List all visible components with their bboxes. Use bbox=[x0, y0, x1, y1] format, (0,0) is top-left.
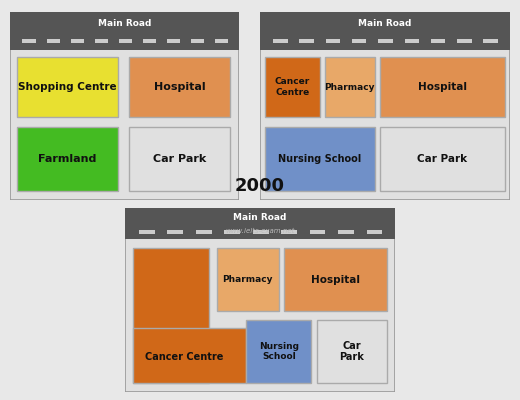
Text: Hospital: Hospital bbox=[154, 82, 205, 92]
Bar bbox=[133, 248, 209, 383]
Text: www.ielts-exam.net: www.ielts-exam.net bbox=[225, 228, 295, 234]
Bar bbox=[431, 39, 445, 43]
Text: Pharmacy: Pharmacy bbox=[324, 83, 375, 92]
Bar bbox=[310, 230, 326, 234]
Text: Nursing
School: Nursing School bbox=[259, 342, 299, 361]
Bar bbox=[225, 230, 240, 234]
Bar bbox=[133, 328, 246, 383]
Bar bbox=[367, 230, 382, 234]
Bar bbox=[326, 39, 340, 43]
Text: Farmland: Farmland bbox=[38, 154, 97, 164]
Bar bbox=[215, 39, 228, 43]
Bar bbox=[339, 230, 354, 234]
Bar bbox=[217, 248, 279, 311]
Bar bbox=[253, 230, 268, 234]
Text: 2000: 2000 bbox=[235, 177, 285, 195]
Text: Car Park: Car Park bbox=[153, 154, 206, 164]
Text: Nursing School: Nursing School bbox=[278, 154, 361, 164]
Bar bbox=[265, 127, 375, 190]
Bar bbox=[196, 230, 212, 234]
Bar bbox=[139, 230, 154, 234]
Bar bbox=[143, 39, 156, 43]
Bar bbox=[405, 39, 419, 43]
Text: Car
Park: Car Park bbox=[340, 341, 365, 362]
Text: Pharmacy: Pharmacy bbox=[223, 275, 273, 284]
Bar bbox=[284, 248, 387, 311]
Text: Car Park: Car Park bbox=[417, 154, 467, 164]
Bar bbox=[191, 39, 204, 43]
Bar bbox=[246, 320, 311, 383]
Text: Cancer Centre: Cancer Centre bbox=[145, 352, 224, 362]
Bar bbox=[95, 39, 108, 43]
Text: Shopping Centre: Shopping Centre bbox=[18, 82, 117, 92]
Text: Cancer
Centre: Cancer Centre bbox=[275, 78, 310, 97]
Bar bbox=[317, 320, 387, 383]
Bar bbox=[46, 39, 60, 43]
Bar bbox=[380, 57, 504, 117]
Bar bbox=[71, 39, 84, 43]
Bar bbox=[300, 39, 314, 43]
Bar bbox=[378, 39, 393, 43]
Bar bbox=[22, 39, 36, 43]
Bar bbox=[167, 230, 183, 234]
Bar bbox=[119, 39, 132, 43]
Text: Main Road: Main Road bbox=[233, 213, 287, 222]
Bar bbox=[17, 57, 118, 117]
Text: Hospital: Hospital bbox=[311, 275, 360, 285]
Bar bbox=[260, 12, 510, 50]
Text: Main Road: Main Road bbox=[98, 19, 151, 28]
Bar bbox=[17, 127, 118, 190]
Bar bbox=[167, 39, 180, 43]
Bar bbox=[325, 57, 375, 117]
Bar bbox=[380, 127, 504, 190]
Bar bbox=[457, 39, 472, 43]
Bar bbox=[281, 230, 297, 234]
Bar bbox=[129, 57, 230, 117]
Bar bbox=[273, 39, 288, 43]
Bar bbox=[483, 39, 498, 43]
Text: Hospital: Hospital bbox=[418, 82, 467, 92]
Bar bbox=[129, 127, 230, 190]
Bar bbox=[265, 57, 320, 117]
Bar bbox=[10, 12, 239, 50]
Text: Main Road: Main Road bbox=[358, 19, 411, 28]
Bar bbox=[125, 208, 395, 239]
Bar bbox=[352, 39, 367, 43]
